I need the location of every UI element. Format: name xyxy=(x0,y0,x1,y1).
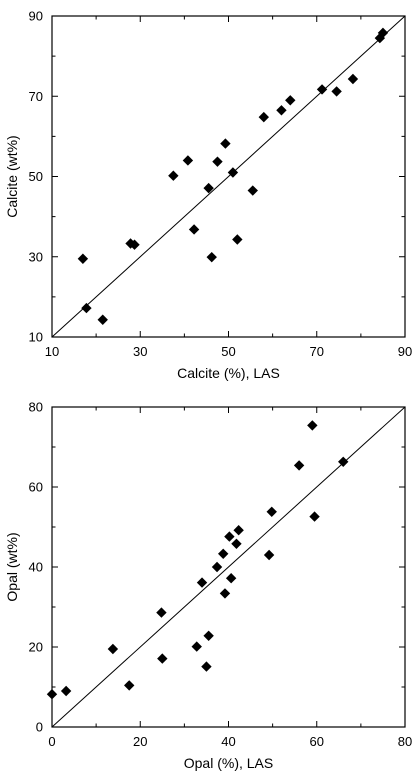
opal-x-tick-label: 60 xyxy=(310,734,324,749)
calcite-x-axis-title: Calcite (%), LAS xyxy=(177,365,280,381)
opal-data-point xyxy=(293,460,305,471)
opal-data-point xyxy=(218,548,229,559)
calcite-y-axis-title: Calcite (wt%) xyxy=(4,135,20,217)
calcite-y-tick-label: 10 xyxy=(29,330,43,345)
opal-x-axis-title: Opal (%), LAS xyxy=(184,755,273,771)
calcite-x-tick-label: 10 xyxy=(45,344,59,359)
opal-data-point xyxy=(156,607,167,618)
opal-data-point xyxy=(107,643,119,655)
calcite-reference-line xyxy=(51,15,406,338)
calcite-data-point xyxy=(97,314,108,325)
opal-data-point xyxy=(124,680,135,691)
calcite-data-point xyxy=(247,185,258,196)
opal-data-point xyxy=(233,525,244,536)
calcite-data-point xyxy=(331,86,342,97)
opal-data-point xyxy=(307,420,318,431)
opal-data-point xyxy=(309,511,320,522)
calcite-data-point xyxy=(81,302,92,314)
opal-y-tick-label: 0 xyxy=(36,720,43,735)
opal-data-point xyxy=(191,641,202,652)
calcite-data-point xyxy=(377,27,389,39)
calcite-data-point xyxy=(220,138,231,149)
calcite-data-point xyxy=(212,156,223,167)
opal-y-tick-label: 60 xyxy=(29,480,43,495)
calcite-data-point xyxy=(188,224,200,235)
calcite-y-tick-label: 50 xyxy=(29,169,43,184)
calcite-x-tick-label: 50 xyxy=(221,344,235,359)
opal-data-point xyxy=(231,538,242,549)
calcite-y-tick-label: 90 xyxy=(29,9,43,24)
opal-y-axis-title: Opal (wt%) xyxy=(4,532,20,601)
opal-data-point xyxy=(196,577,208,588)
calcite-data-point xyxy=(129,239,140,250)
opal-x-tick-label: 0 xyxy=(48,734,55,749)
opal-reference-line xyxy=(51,406,406,728)
opal-data-point xyxy=(224,531,235,542)
opal-data-point xyxy=(225,573,237,584)
opal-y-tick-label: 80 xyxy=(29,400,43,415)
opal-data-point xyxy=(211,561,223,573)
calcite-data-point xyxy=(203,182,214,194)
opal-data-point xyxy=(338,456,349,467)
calcite-x-tick-label: 30 xyxy=(133,344,147,359)
calcite-data-point xyxy=(168,170,179,181)
opal-data-point xyxy=(46,689,58,700)
opal-x-tick-label: 80 xyxy=(398,734,412,749)
calcite-data-point xyxy=(227,167,239,178)
calcite-data-point xyxy=(182,155,194,166)
opal-data-point xyxy=(219,588,231,599)
calcite-scatter-panel: 10 30 50 70 90 10 30 50 70 90 Calcite (%), LAS Calc… xyxy=(4,9,412,382)
calcite-y-tick-label: 30 xyxy=(29,249,43,264)
calcite-data-point xyxy=(258,111,269,123)
calcite-x-tick-label: 70 xyxy=(310,344,324,359)
opal-x-tick-label: 20 xyxy=(133,734,147,749)
opal-data-point xyxy=(263,549,275,561)
calcite-data-point xyxy=(232,234,243,245)
opal-data-point xyxy=(157,653,168,664)
calcite-data-point xyxy=(316,84,328,95)
opal-y-tick-label: 40 xyxy=(29,560,43,575)
opal-scatter-panel: 0 20 40 60 80 0 20 40 60 80 Opal (%), LAS Opal (wt%… xyxy=(4,400,412,772)
calcite-data-point xyxy=(276,105,287,116)
calcite-data-point xyxy=(285,95,296,106)
opal-x-tick-label: 40 xyxy=(221,734,235,749)
opal-y-tick-label: 20 xyxy=(29,640,43,655)
calcite-x-tick-label: 90 xyxy=(398,344,412,359)
opal-data-point xyxy=(201,661,212,672)
opal-data-point xyxy=(203,630,214,641)
calcite-data-point xyxy=(77,253,89,264)
opal-data-point xyxy=(60,685,72,697)
calcite-data-point xyxy=(206,251,217,263)
calcite-data-point xyxy=(347,73,359,85)
opal-data-point xyxy=(266,506,277,517)
calcite-y-tick-label: 70 xyxy=(29,89,43,104)
